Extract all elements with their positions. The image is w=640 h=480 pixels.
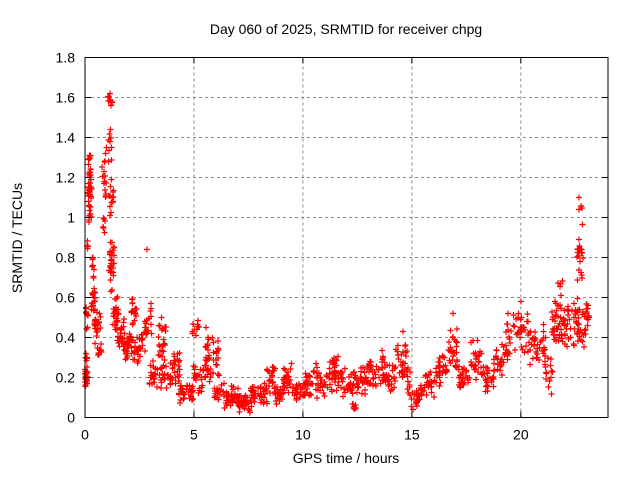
grid-lines <box>85 57 608 418</box>
data-points <box>82 90 592 416</box>
x-tick-label: 20 <box>513 427 529 443</box>
x-tick-label: 0 <box>81 427 89 443</box>
x-tick-label: 5 <box>190 427 198 443</box>
y-tick-label: 1 <box>67 210 75 226</box>
chart-title: Day 060 of 2025, SRMTID for receiver chp… <box>210 21 482 37</box>
y-tick-label: 1.2 <box>56 170 76 186</box>
y-tick-label: 1.6 <box>56 90 76 106</box>
y-tick-label: 0.4 <box>56 330 76 346</box>
y-tick-labels: 0 0.2 0.4 0.6 0.8 1 1.2 1.4 1.6 1.8 <box>56 50 76 426</box>
y-tick-label: 1.8 <box>56 50 76 66</box>
plot-border <box>84 57 609 418</box>
x-tick-labels: 0 5 10 15 20 <box>81 427 529 443</box>
x-axis-label: GPS time / hours <box>293 450 400 466</box>
y-tick-label: 0.2 <box>56 370 76 386</box>
y-tick-label: 0.8 <box>56 250 76 266</box>
y-tick-label: 1.4 <box>56 130 76 146</box>
y-axis-label: SRMTID / TECUs <box>9 183 25 293</box>
y-tick-label: 0 <box>67 410 75 426</box>
x-tick-label: 15 <box>404 427 420 443</box>
y-tick-label: 0.6 <box>56 290 76 306</box>
x-tick-label: 10 <box>295 427 311 443</box>
